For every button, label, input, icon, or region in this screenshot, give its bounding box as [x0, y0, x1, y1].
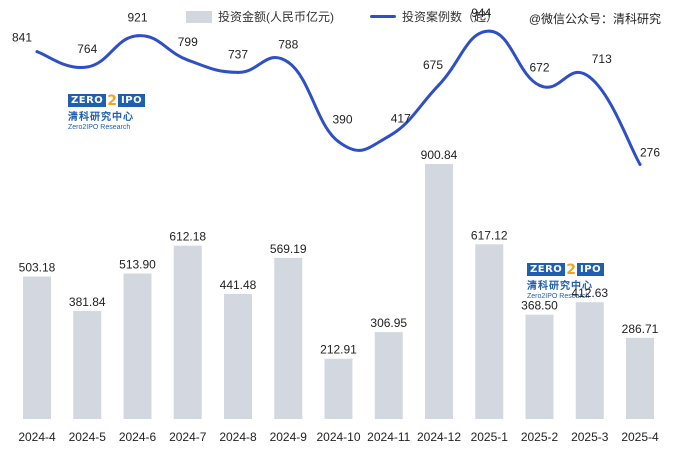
legend-item-cases: 投资案例数（起） — [370, 8, 498, 25]
bar-2024-9 — [274, 257, 303, 419]
line-value-label: 764 — [77, 42, 97, 56]
line-value-label: 944 — [471, 6, 491, 20]
x-tick-label: 2025-2 — [521, 430, 559, 444]
bar-value-label: 617.12 — [471, 228, 508, 242]
line-value-label: 921 — [127, 11, 147, 25]
x-tick-label: 2024-9 — [270, 430, 308, 444]
logo-cn: 清科研究中心 — [527, 281, 593, 292]
line-point-2024-12 — [437, 83, 441, 87]
legend-amount-label: 投资金额(人民币亿元) — [218, 10, 334, 24]
bar-2024-5 — [73, 310, 102, 419]
legend-cases-label: 投资案例数（起） — [402, 10, 499, 24]
zero2ipo-logo: ZERO 2 IPO 清科研究中心 Zero2IPO Research — [68, 92, 146, 131]
bar-value-label: 368.50 — [521, 299, 558, 313]
logo-digit: 2 — [107, 92, 118, 109]
x-tick-label: 2024-11 — [367, 430, 410, 444]
bar-value-label: 286.71 — [622, 322, 659, 336]
x-tick-label: 2024-6 — [119, 430, 157, 444]
line-point-2025-4 — [638, 162, 642, 166]
line-point-2024-11 — [387, 134, 391, 138]
zero2ipo-logo-watermark: ZERO 2 IPO 清科研究中心 Zero2IPO Research — [527, 261, 605, 300]
bar-value-label: 441.48 — [220, 278, 257, 292]
logo-word-a: ZERO — [527, 263, 566, 276]
legend-bar-swatch — [186, 10, 212, 23]
bar-2024-6 — [123, 273, 152, 419]
legend-item-amount: 投资金额(人民币亿元) — [186, 8, 334, 25]
bar-2024-12 — [425, 163, 453, 419]
line-value-label: 737 — [228, 47, 248, 61]
x-tick-label: 2024-7 — [169, 430, 207, 444]
line-point-2024-9 — [286, 60, 290, 64]
cases-line — [35, 29, 642, 166]
logo-word-b: IPO — [118, 94, 146, 107]
bar-2024-11 — [374, 332, 403, 419]
bar-value-label: 513.90 — [119, 258, 156, 272]
line-point-2025-2 — [538, 83, 541, 87]
logo-en: Zero2IPO Research — [68, 124, 131, 131]
bar-value-label: 900.84 — [421, 148, 458, 162]
line-point-2025-1 — [487, 29, 491, 33]
line-value-label: 390 — [332, 113, 352, 127]
bar-value-label: 612.18 — [169, 230, 206, 244]
x-tick-label: 2024-10 — [316, 430, 360, 444]
line-point-2024-10 — [337, 140, 340, 144]
line-value-label: 675 — [423, 58, 443, 72]
bar-2025-4 — [626, 337, 654, 419]
bar-value-label: 212.91 — [320, 343, 357, 357]
line-point-2024-4 — [35, 50, 39, 54]
bar-value-label: 412.63 — [571, 286, 608, 300]
x-tick-label: 2024-4 — [18, 430, 56, 444]
logo-cn: 清科研究中心 — [68, 112, 134, 123]
logo-word-a: ZERO — [68, 94, 107, 107]
bar-value-label: 306.95 — [370, 316, 407, 330]
x-tick-label: 2025-3 — [571, 430, 609, 444]
x-tick-label: 2024-12 — [417, 430, 461, 444]
bar-2025-2 — [525, 314, 554, 419]
bar-2024-10 — [324, 358, 353, 419]
line-value-label: 799 — [178, 35, 198, 49]
bar-2025-1 — [475, 244, 504, 419]
line-value-label: 713 — [592, 52, 612, 66]
logo-word-b: IPO — [577, 263, 605, 276]
line-value-label: 788 — [278, 37, 298, 51]
logo-en: Zero2IPO Research — [527, 293, 590, 300]
logo-digit: 2 — [566, 261, 577, 278]
bar-2024-7 — [173, 245, 202, 419]
line-point-2024-7 — [186, 58, 190, 62]
bar-value-label: 381.84 — [69, 295, 106, 309]
bar-value-label: 569.19 — [270, 242, 307, 256]
x-tick-label: 2025-4 — [621, 430, 659, 444]
x-tick-label: 2024-5 — [69, 430, 107, 444]
line-value-label: 276 — [640, 145, 660, 159]
line-point-2024-6 — [136, 34, 139, 38]
source-text: @微信公众号：清科研究 — [528, 12, 661, 26]
line-point-2024-8 — [236, 70, 240, 74]
line-point-2025-3 — [588, 75, 592, 79]
bar-2025-3 — [575, 302, 604, 419]
line-point-2024-5 — [85, 65, 89, 69]
bar-value-label: 503.18 — [19, 261, 56, 275]
line-value-label: 672 — [529, 60, 549, 74]
line-value-label: 841 — [12, 31, 32, 45]
x-tick-label: 2024-8 — [219, 430, 257, 444]
line-value-label: 417 — [391, 111, 411, 125]
chart-legend: 投资金额(人民币亿元) 投资案例数（起） — [186, 8, 534, 25]
bar-2024-8 — [224, 294, 252, 419]
legend-line-swatch — [370, 15, 396, 18]
bar-2024-4 — [23, 276, 51, 419]
x-tick-label: 2025-1 — [471, 430, 509, 444]
